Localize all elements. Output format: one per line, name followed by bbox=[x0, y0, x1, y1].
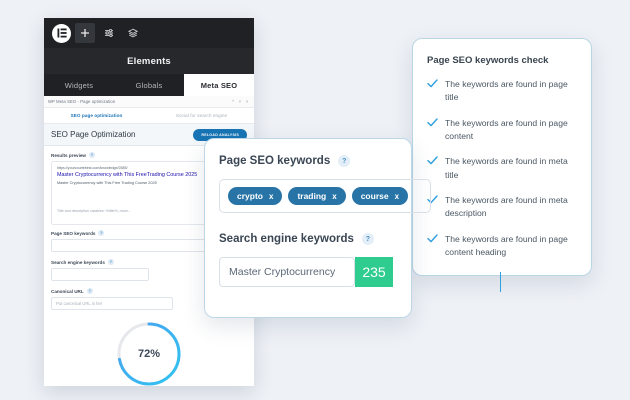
help-icon[interactable]: ? bbox=[98, 230, 105, 236]
check-item: The keywords are found in meta title bbox=[427, 155, 577, 182]
search-engine-keywords-input[interactable]: Master Cryptocurrency bbox=[219, 257, 355, 287]
page-seo-keywords-label: Page SEO keywords ? bbox=[51, 230, 247, 236]
help-icon[interactable]: ? bbox=[86, 288, 93, 294]
subtab-social-for-search-engine[interactable]: Social for search engine bbox=[175, 113, 228, 118]
plus-icon[interactable] bbox=[75, 23, 95, 43]
preview-note: Title and description varables: %title%,… bbox=[57, 208, 131, 213]
metaseo-header-title: SEO Page Optimization bbox=[51, 130, 136, 139]
search-engine-keywords-header: Search engine keywords ? bbox=[219, 233, 397, 245]
check-item: The keywords are found in page content bbox=[427, 117, 577, 144]
canonical-url-text: Canonical URL bbox=[51, 288, 84, 294]
search-engine-keywords-row: Master Cryptocurrency 235 bbox=[219, 257, 397, 287]
keyword-tag-label: crypto bbox=[237, 191, 263, 201]
check-item-label: The keywords are found in page content h… bbox=[445, 233, 568, 257]
keyword-tag-label: trading bbox=[297, 191, 327, 201]
check-item-label: The keywords are found in meta descripti… bbox=[445, 194, 568, 219]
metaseo-window-bar: WP Meta SEO - Page optimization ^ ˅ × bbox=[44, 96, 254, 108]
check-icon bbox=[427, 156, 438, 182]
remove-tag-icon[interactable]: x bbox=[332, 191, 337, 201]
check-icon bbox=[427, 195, 438, 221]
keywords-tag-field[interactable]: crypto x trading x course x bbox=[219, 179, 431, 213]
seo-score-ring-wrapper: 72% bbox=[51, 320, 247, 386]
search-engine-keywords-text: Search engine keywords bbox=[51, 259, 105, 265]
results-preview-label: Results preview ? bbox=[51, 152, 247, 158]
check-item: The keywords are found in meta descripti… bbox=[427, 194, 577, 221]
preview-description: Master Cryptocurrency with This Free Tra… bbox=[57, 181, 157, 185]
panel-title: Elements bbox=[44, 48, 254, 74]
sliders-icon[interactable] bbox=[99, 23, 119, 43]
canonical-url-label: Canonical URL ? bbox=[51, 288, 247, 294]
elementor-logo-icon[interactable] bbox=[52, 23, 71, 43]
check-item: The keywords are found in page content h… bbox=[427, 233, 577, 260]
help-icon[interactable]: ? bbox=[361, 233, 374, 245]
tab-widgets[interactable]: Widgets bbox=[64, 80, 94, 90]
keyword-tag[interactable]: trading x bbox=[288, 187, 346, 205]
subtab-seo-page-optimization[interactable]: SEO page optimization bbox=[70, 113, 123, 118]
results-preview-text: Results preview bbox=[51, 152, 86, 158]
search-engine-keywords-title: Search engine keywords bbox=[219, 233, 354, 245]
seo-score-value: 72% bbox=[137, 348, 161, 360]
keyword-tag[interactable]: course x bbox=[351, 187, 409, 205]
reload-analysis-button[interactable]: RELOAD ANALYSIS bbox=[193, 128, 247, 141]
remove-tag-icon[interactable]: x bbox=[268, 191, 274, 201]
metaseo-window-title: WP Meta SEO - Page optimization bbox=[48, 99, 116, 104]
canonical-url-input[interactable]: Put canonical URL in her bbox=[51, 297, 173, 310]
preview-title[interactable]: Master Cryptocurrency with This FreeTrad… bbox=[57, 172, 198, 178]
layers-icon[interactable] bbox=[123, 23, 143, 43]
check-icon bbox=[427, 233, 438, 260]
help-icon[interactable]: ? bbox=[338, 155, 351, 167]
preview-url: https://yourcourtebest.com/knowledge/258… bbox=[57, 166, 128, 170]
help-icon[interactable]: ? bbox=[88, 152, 95, 158]
metaseo-subtabs: SEO page optimization Social for search … bbox=[44, 108, 254, 124]
check-item: The keywords are found in page title bbox=[427, 78, 577, 105]
page-seo-keywords-card: Page SEO keywords ? crypto x trading x c… bbox=[204, 138, 431, 318]
keywords-card-title: Page SEO keywords bbox=[219, 155, 331, 167]
check-item-label: The keywords are found in meta title bbox=[445, 156, 568, 180]
tab-meta-seo[interactable]: Meta SEO bbox=[184, 74, 254, 96]
help-icon[interactable]: ? bbox=[107, 259, 114, 265]
keywords-check-card: Page SEO keywords check The keywords are… bbox=[412, 38, 592, 276]
seo-score-ring: 72% bbox=[115, 320, 183, 386]
page-seo-keywords-text: Page SEO keywords bbox=[51, 230, 96, 236]
search-engine-keywords-input[interactable] bbox=[51, 268, 149, 281]
check-icon bbox=[427, 79, 438, 105]
search-engine-keywords-label: Search engine keywords ? bbox=[51, 259, 247, 265]
elementor-tabs: Widgets Globals Meta SEO bbox=[44, 74, 254, 96]
tab-globals[interactable]: Globals bbox=[135, 80, 163, 90]
connector-line bbox=[500, 272, 501, 292]
keywords-check-title: Page SEO keywords check bbox=[427, 55, 549, 66]
keyword-count-badge: 235 bbox=[355, 257, 393, 287]
check-item-label: The keywords are found in page content bbox=[445, 117, 568, 141]
keyword-tag[interactable]: crypto x bbox=[228, 187, 283, 205]
metaseo-header: SEO Page Optimization RELOAD ANALYSIS bbox=[44, 124, 254, 146]
elementor-toolbar bbox=[44, 18, 254, 48]
check-icon bbox=[427, 117, 438, 144]
window-controls[interactable]: ^ ˅ × bbox=[232, 99, 250, 104]
keyword-tag-label: course bbox=[360, 191, 389, 201]
keywords-card-header: Page SEO keywords ? bbox=[219, 155, 397, 167]
check-item-label: The keywords are found in page title bbox=[445, 79, 568, 103]
remove-tag-icon[interactable]: x bbox=[394, 191, 400, 201]
